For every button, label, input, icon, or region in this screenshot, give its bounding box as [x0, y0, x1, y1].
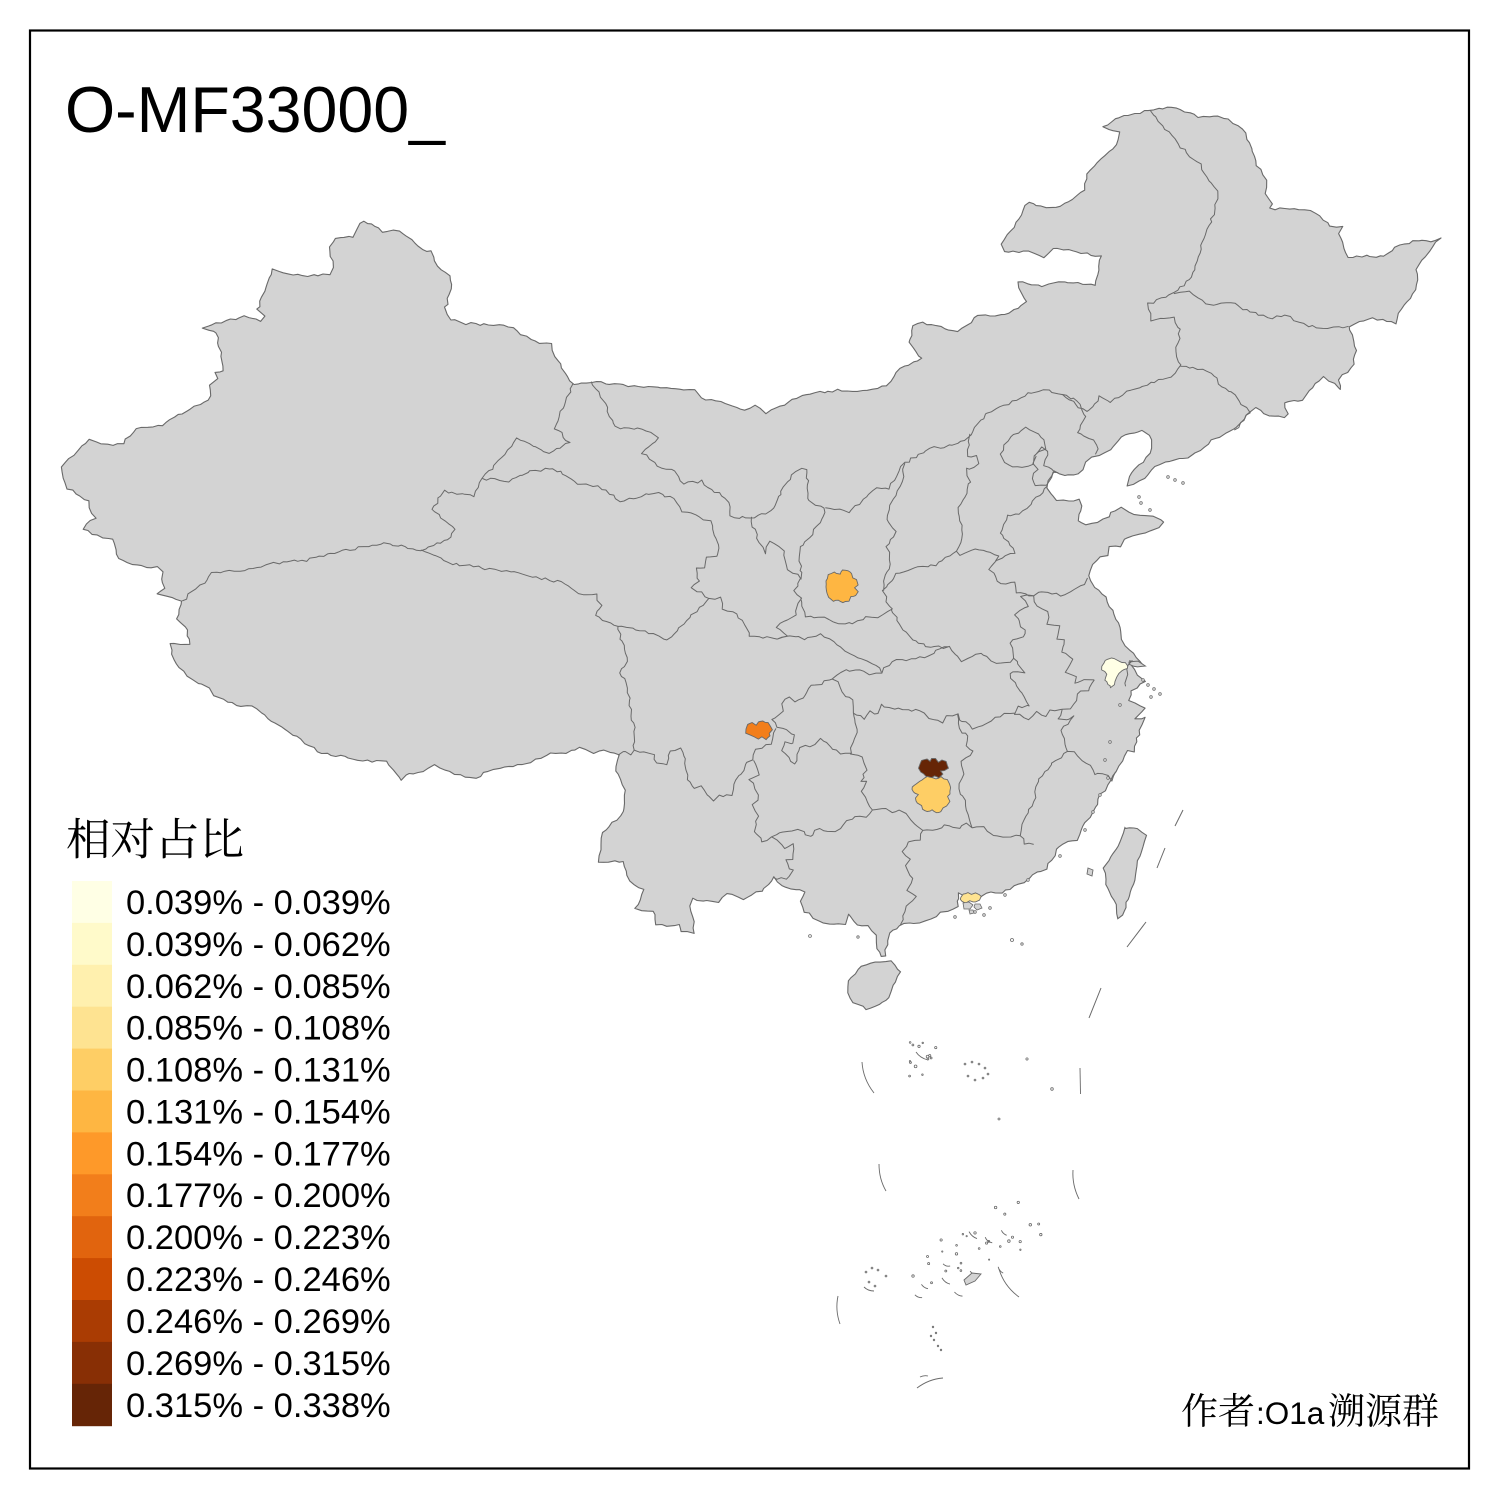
svg-text:0.200% - 0.223%: 0.200% - 0.223% [126, 1219, 391, 1257]
svg-text:0.177% - 0.200%: 0.177% - 0.200% [126, 1177, 391, 1215]
svg-text:0.062% - 0.085%: 0.062% - 0.085% [126, 968, 391, 1006]
svg-text:0.154% - 0.177%: 0.154% - 0.177% [126, 1135, 391, 1173]
svg-text:O-MF33000_: O-MF33000_ [65, 74, 446, 146]
svg-text:0.246% - 0.269%: 0.246% - 0.269% [126, 1303, 391, 1341]
svg-text::O1a: :O1a [1256, 1395, 1325, 1431]
svg-text:0.039% - 0.039%: 0.039% - 0.039% [126, 884, 391, 922]
svg-text:0.131% - 0.154%: 0.131% - 0.154% [126, 1094, 391, 1132]
svg-text:0.085% - 0.108%: 0.085% - 0.108% [126, 1010, 391, 1048]
svg-text:0.315% - 0.338%: 0.315% - 0.338% [126, 1387, 391, 1425]
svg-text:0.269% - 0.315%: 0.269% - 0.315% [126, 1345, 391, 1383]
svg-text:0.223% - 0.246%: 0.223% - 0.246% [126, 1261, 391, 1299]
svg-text:0.108% - 0.131%: 0.108% - 0.131% [126, 1052, 391, 1090]
svg-text:0.039% - 0.062%: 0.039% - 0.062% [126, 926, 391, 964]
